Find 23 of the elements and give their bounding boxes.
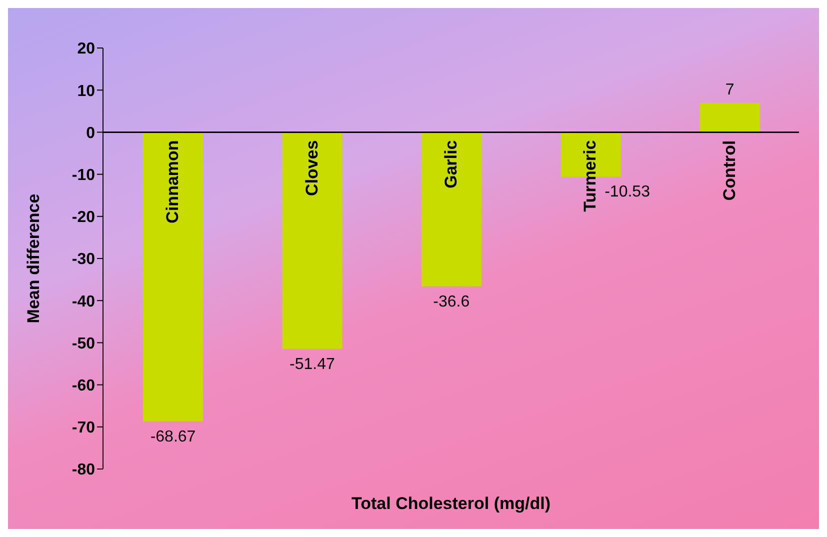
x-tick-label: Cloves — [302, 140, 322, 196]
data-label: 7 — [725, 82, 734, 99]
y-tick-label: -40 — [72, 293, 96, 310]
y-tick-label: -20 — [72, 209, 96, 226]
y-tick-label: -10 — [72, 166, 96, 184]
x-tick-label: Garlic — [442, 140, 460, 188]
data-label: -36.6 — [433, 293, 470, 310]
y-tick-label: -60 — [72, 377, 96, 394]
y-tick-label: -50 — [72, 335, 96, 352]
x-axis-title: Total Cholesterol (mg/dl) — [352, 494, 550, 513]
y-tick-label: 20 — [77, 40, 96, 58]
y-tick-label: 0 — [86, 124, 96, 142]
y-tick-label: -30 — [72, 251, 96, 268]
x-tick-label: Control — [720, 140, 739, 201]
data-label: -68.67 — [150, 428, 196, 446]
y-tick-label: -80 — [72, 462, 96, 479]
y-tick-label: -70 — [72, 420, 96, 437]
x-tick-label: Cinnamon — [163, 140, 182, 224]
data-label: -51.47 — [290, 356, 335, 373]
x-tick-label: Turmeric — [580, 140, 600, 212]
y-tick-label: 10 — [77, 82, 96, 100]
y-axis-title: Mean difference — [24, 194, 44, 324]
data-label: -10.53 — [604, 184, 650, 201]
